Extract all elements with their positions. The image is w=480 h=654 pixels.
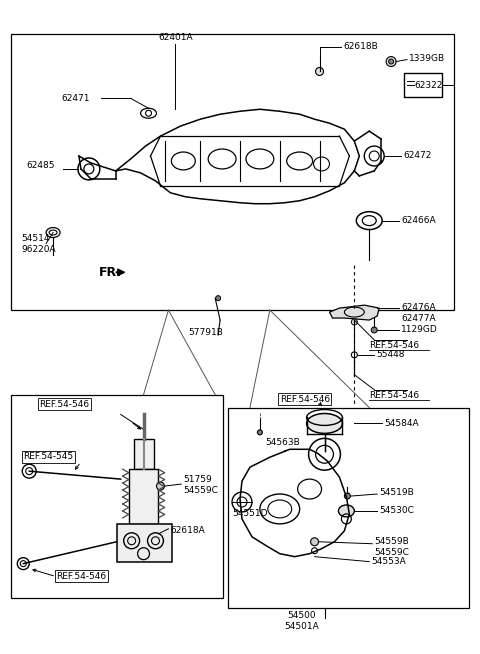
Text: 96220A: 96220A bbox=[21, 245, 56, 254]
Text: 62322: 62322 bbox=[414, 81, 443, 90]
Text: 54501A: 54501A bbox=[284, 622, 319, 630]
Text: 1339GB: 1339GB bbox=[409, 54, 445, 63]
Circle shape bbox=[351, 319, 357, 325]
Ellipse shape bbox=[338, 505, 354, 517]
Bar bbox=[404, 73, 442, 97]
Text: 62476A: 62476A bbox=[401, 303, 436, 311]
Text: 54553A: 54553A bbox=[371, 557, 406, 566]
Text: 54559C: 54559C bbox=[183, 485, 218, 494]
Text: 62466A: 62466A bbox=[401, 216, 436, 225]
Text: 54551D: 54551D bbox=[232, 509, 267, 519]
Text: 51759: 51759 bbox=[183, 475, 212, 483]
Circle shape bbox=[386, 57, 396, 67]
Text: 54530C: 54530C bbox=[379, 506, 414, 515]
Circle shape bbox=[311, 538, 319, 545]
Text: 54563B: 54563B bbox=[265, 438, 300, 447]
Text: 62401A: 62401A bbox=[158, 33, 192, 43]
Text: 1129GD: 1129GD bbox=[401, 326, 438, 334]
Polygon shape bbox=[329, 305, 379, 320]
Text: 54559B: 54559B bbox=[374, 537, 409, 546]
Text: REF.54-546: REF.54-546 bbox=[369, 390, 420, 400]
Text: REF.54-546: REF.54-546 bbox=[56, 572, 106, 581]
Circle shape bbox=[344, 493, 350, 499]
Text: REF.54-546: REF.54-546 bbox=[280, 394, 330, 404]
Bar bbox=[228, 407, 468, 608]
Ellipse shape bbox=[307, 413, 342, 434]
Circle shape bbox=[389, 59, 394, 64]
Circle shape bbox=[216, 296, 221, 301]
Circle shape bbox=[315, 67, 324, 75]
Circle shape bbox=[371, 327, 377, 333]
Text: FR.: FR. bbox=[99, 266, 122, 279]
Text: 54500: 54500 bbox=[288, 611, 316, 620]
Text: 62618A: 62618A bbox=[170, 526, 205, 536]
Circle shape bbox=[156, 482, 165, 490]
Circle shape bbox=[257, 430, 263, 435]
Text: 62472: 62472 bbox=[403, 152, 432, 160]
Text: 54519B: 54519B bbox=[379, 487, 414, 496]
Text: 62618B: 62618B bbox=[343, 42, 378, 51]
Text: 54514: 54514 bbox=[21, 234, 50, 243]
Text: 54584A: 54584A bbox=[384, 419, 419, 428]
Text: 62471: 62471 bbox=[61, 94, 90, 103]
Text: 57791B: 57791B bbox=[188, 328, 223, 337]
Text: REF.54-546: REF.54-546 bbox=[369, 341, 420, 350]
Bar bbox=[133, 439, 154, 469]
Text: 54559C: 54559C bbox=[374, 548, 409, 557]
Bar bbox=[129, 469, 158, 524]
Text: 62485: 62485 bbox=[26, 162, 55, 171]
Text: REF.54-546: REF.54-546 bbox=[39, 400, 89, 409]
Bar bbox=[12, 394, 223, 598]
Bar bbox=[12, 34, 454, 310]
Text: REF.54-545: REF.54-545 bbox=[23, 452, 73, 461]
Text: 62477A: 62477A bbox=[401, 313, 436, 322]
Text: 55448: 55448 bbox=[376, 351, 405, 359]
Bar bbox=[117, 524, 172, 562]
